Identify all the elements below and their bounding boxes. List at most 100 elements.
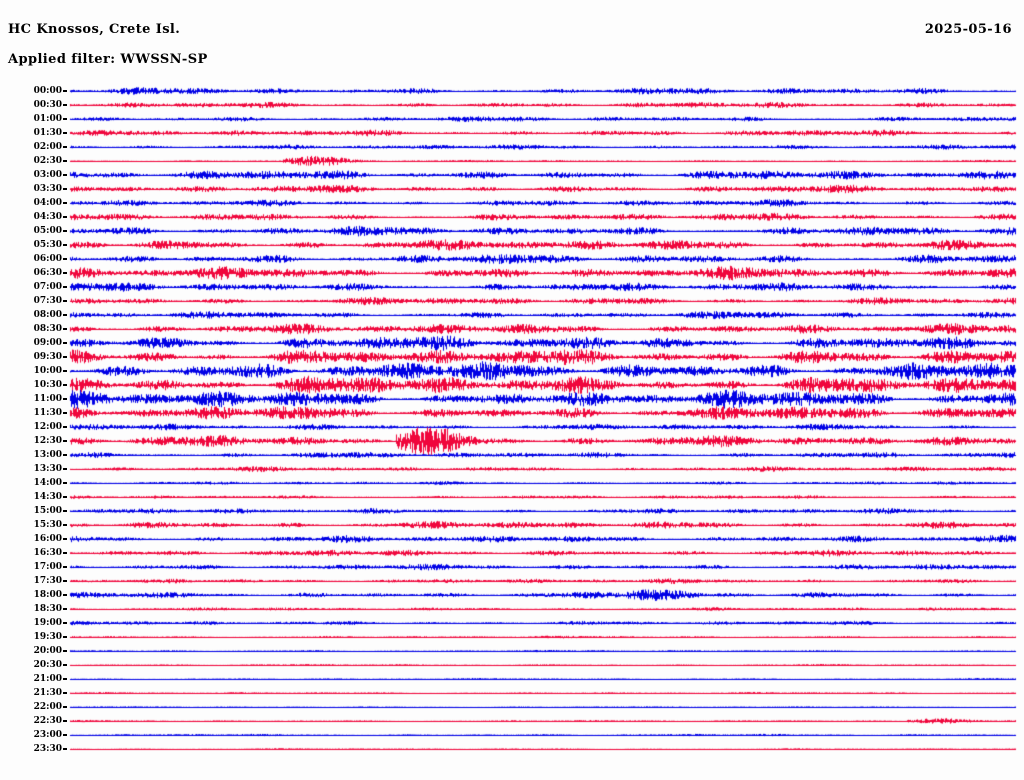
row-tick-mark bbox=[63, 482, 67, 484]
row-tick-mark bbox=[63, 580, 67, 582]
row-time-label: 05:30 bbox=[33, 240, 62, 250]
row-time-label: 18:00 bbox=[33, 590, 62, 600]
station-title: HC Knossos, Crete Isl. bbox=[8, 22, 181, 37]
row-tick-mark bbox=[63, 230, 67, 232]
row-time-label: 03:30 bbox=[33, 184, 62, 194]
row-time-label: 09:00 bbox=[33, 338, 62, 348]
row-time-label: 09:30 bbox=[33, 352, 62, 362]
row-time-label: 16:30 bbox=[33, 548, 62, 558]
row-tick-mark bbox=[63, 174, 67, 176]
row-time-label: 15:30 bbox=[33, 520, 62, 530]
row-time-label: 12:00 bbox=[33, 422, 62, 432]
row-tick-mark bbox=[63, 132, 67, 134]
row-tick-mark bbox=[63, 664, 67, 666]
row-tick-mark bbox=[63, 104, 67, 106]
row-tick-mark bbox=[63, 356, 67, 358]
row-time-label: 07:30 bbox=[33, 296, 62, 306]
row-time-label: 14:30 bbox=[33, 492, 62, 502]
row-time-label: 13:00 bbox=[33, 450, 62, 460]
row-tick-mark bbox=[63, 720, 67, 722]
date-label: 2025-05-16 bbox=[924, 22, 1012, 37]
row-time-label: 20:30 bbox=[33, 660, 62, 670]
row-tick-mark bbox=[63, 440, 67, 442]
row-time-label: 07:00 bbox=[33, 282, 62, 292]
row-tick-mark bbox=[63, 608, 67, 610]
seismogram-trace-canvas[interactable] bbox=[0, 80, 1024, 770]
row-tick-mark bbox=[63, 650, 67, 652]
row-tick-mark bbox=[63, 146, 67, 148]
row-tick-mark bbox=[63, 244, 67, 246]
row-time-label: 05:00 bbox=[33, 226, 62, 236]
row-time-label: 04:00 bbox=[33, 198, 62, 208]
row-tick-mark bbox=[63, 216, 67, 218]
row-time-label: 19:30 bbox=[33, 632, 62, 642]
row-tick-mark bbox=[63, 706, 67, 708]
row-tick-mark bbox=[63, 678, 67, 680]
row-time-label: 06:00 bbox=[33, 254, 62, 264]
row-tick-mark bbox=[63, 524, 67, 526]
row-tick-mark bbox=[63, 454, 67, 456]
row-time-label: 01:00 bbox=[33, 114, 62, 124]
row-time-label: 04:30 bbox=[33, 212, 62, 222]
row-tick-mark bbox=[63, 342, 67, 344]
row-tick-mark bbox=[63, 160, 67, 162]
row-tick-mark bbox=[63, 594, 67, 596]
row-time-label: 18:30 bbox=[33, 604, 62, 614]
row-time-label: 08:30 bbox=[33, 324, 62, 334]
row-time-label: 02:30 bbox=[33, 156, 62, 166]
row-time-label: 06:30 bbox=[33, 268, 62, 278]
row-tick-mark bbox=[63, 398, 67, 400]
row-time-label: 21:30 bbox=[33, 688, 62, 698]
row-tick-mark bbox=[63, 370, 67, 372]
row-tick-mark bbox=[63, 300, 67, 302]
row-tick-mark bbox=[63, 566, 67, 568]
row-time-label: 02:00 bbox=[33, 142, 62, 152]
row-tick-mark bbox=[63, 552, 67, 554]
row-tick-mark bbox=[63, 468, 67, 470]
row-tick-mark bbox=[63, 286, 67, 288]
row-time-label: 22:00 bbox=[33, 702, 62, 712]
row-tick-mark bbox=[63, 692, 67, 694]
row-time-label: 01:30 bbox=[33, 128, 62, 138]
row-time-label: 00:30 bbox=[33, 100, 62, 110]
row-tick-mark bbox=[63, 412, 67, 414]
row-time-label: 10:00 bbox=[33, 366, 62, 376]
row-tick-mark bbox=[63, 258, 67, 260]
row-time-label: 23:00 bbox=[33, 730, 62, 740]
row-tick-mark bbox=[63, 328, 67, 330]
row-time-label: 08:00 bbox=[33, 310, 62, 320]
row-time-label: 13:30 bbox=[33, 464, 62, 474]
row-tick-mark bbox=[63, 510, 67, 512]
row-time-label: 15:00 bbox=[33, 506, 62, 516]
row-time-label: 03:00 bbox=[33, 170, 62, 180]
row-tick-mark bbox=[63, 314, 67, 316]
row-time-label: 17:30 bbox=[33, 576, 62, 586]
row-time-label: 20:00 bbox=[33, 646, 62, 656]
row-time-label: 12:30 bbox=[33, 436, 62, 446]
row-tick-mark bbox=[63, 748, 67, 750]
row-tick-mark bbox=[63, 384, 67, 386]
row-time-label: 17:00 bbox=[33, 562, 62, 572]
row-time-label: 19:00 bbox=[33, 618, 62, 628]
row-time-label: 14:00 bbox=[33, 478, 62, 488]
row-tick-mark bbox=[63, 118, 67, 120]
applied-filter-label: Applied filter: WWSSN-SP bbox=[8, 52, 208, 67]
row-time-label: 11:30 bbox=[33, 408, 62, 418]
row-time-label: 10:30 bbox=[33, 380, 62, 390]
row-time-label: 00:00 bbox=[33, 86, 62, 96]
row-time-label: 16:00 bbox=[33, 534, 62, 544]
row-time-label: 11:00 bbox=[33, 394, 62, 404]
helicorder-plot[interactable]: 00:00 00:30 01:00 01:30 02:00 02:30 03:00 03:30… bbox=[0, 80, 1024, 770]
row-tick-mark bbox=[63, 734, 67, 736]
row-tick-mark bbox=[63, 188, 67, 190]
row-time-label: 22:30 bbox=[33, 716, 62, 726]
row-tick-mark bbox=[63, 272, 67, 274]
row-tick-mark bbox=[63, 496, 67, 498]
row-time-label: 23:30 bbox=[33, 744, 62, 754]
row-time-label: 21:00 bbox=[33, 674, 62, 684]
row-tick-mark bbox=[63, 636, 67, 638]
row-tick-mark bbox=[63, 426, 67, 428]
row-tick-mark bbox=[63, 622, 67, 624]
row-tick-mark bbox=[63, 90, 67, 92]
